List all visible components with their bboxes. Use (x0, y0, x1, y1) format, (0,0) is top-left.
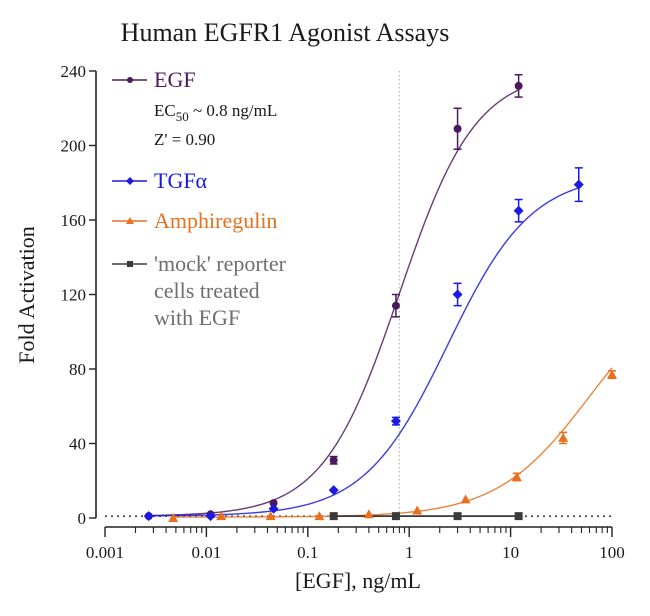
ec50-value: ~ 0.8 ng/mL (189, 101, 278, 120)
x-tick-label: 10 (502, 543, 519, 562)
legend-marker (126, 177, 134, 185)
data-point (607, 369, 617, 379)
data-points (143, 73, 617, 522)
ec-text: EC (154, 101, 176, 120)
data-point (452, 289, 463, 300)
legend-label: EGF (154, 67, 196, 92)
x-tick-label: 0.001 (86, 543, 124, 562)
z-prime-annotation: Z' = 0.90 (154, 130, 215, 149)
y-tick-label: 80 (69, 360, 86, 379)
x-tick-label: 0.01 (192, 543, 222, 562)
data-point (460, 494, 471, 504)
chart-title: Human EGFR1 Agonist Assays (121, 18, 450, 47)
data-point (329, 456, 338, 465)
data-point (168, 513, 179, 522)
y-tick-label: 120 (61, 286, 87, 305)
data-point (558, 432, 569, 442)
data-point (513, 205, 524, 216)
data-point (511, 472, 522, 482)
x-axis-title: [EGF], ng/mL (295, 568, 421, 593)
data-point (268, 503, 279, 514)
y-tick-label: 160 (61, 211, 87, 230)
data-point (143, 511, 154, 522)
data-point (390, 416, 401, 427)
data-point (314, 511, 325, 521)
data-point (216, 511, 227, 521)
data-point (328, 485, 339, 496)
data-point (269, 499, 278, 508)
ec50-subscript: 50 (176, 109, 189, 124)
legend-marker (126, 217, 134, 224)
axes: 0 40 80 120 160 200 240 0.001 0.01 0.1 1 10 100 (61, 62, 625, 562)
data-point (453, 512, 462, 521)
legend-label: Amphiregulin (154, 208, 277, 233)
y-tick-label: 200 (61, 137, 87, 156)
data-point (265, 511, 276, 521)
legend-label: cells treated (154, 278, 260, 303)
fit-curve-amphiregulin (173, 367, 613, 518)
data-point (391, 301, 400, 310)
legend-marker (127, 77, 133, 83)
data-point (329, 512, 338, 521)
fit-curves (148, 89, 613, 518)
y-tick-label: 240 (61, 62, 87, 81)
x-tick-label: 1 (405, 543, 414, 562)
data-point (573, 179, 584, 190)
data-point (391, 512, 400, 521)
legend-label: 'mock' reporter (154, 251, 287, 276)
data-point (363, 509, 374, 519)
data-point (453, 124, 462, 133)
data-point (514, 512, 523, 521)
x-tick-label: 0.1 (297, 543, 318, 562)
y-tick-label: 40 (69, 435, 86, 454)
legend-marker (127, 261, 133, 267)
data-point (205, 511, 216, 522)
y-axis-title: Fold Activation (14, 226, 39, 364)
data-point (412, 505, 423, 515)
x-tick-label: 100 (599, 543, 625, 562)
legend: EGF TGFα Amphiregulin 'mock' reportercells … (112, 67, 287, 330)
y-tick-label: 0 (78, 509, 87, 528)
fit-curve-tgf (148, 187, 579, 517)
legend-label: with EGF (154, 305, 240, 330)
legend-label: TGFα (154, 168, 208, 193)
ec50-annotation: EC50 ~ 0.8 ng/mL (154, 101, 277, 124)
data-point (514, 81, 523, 90)
